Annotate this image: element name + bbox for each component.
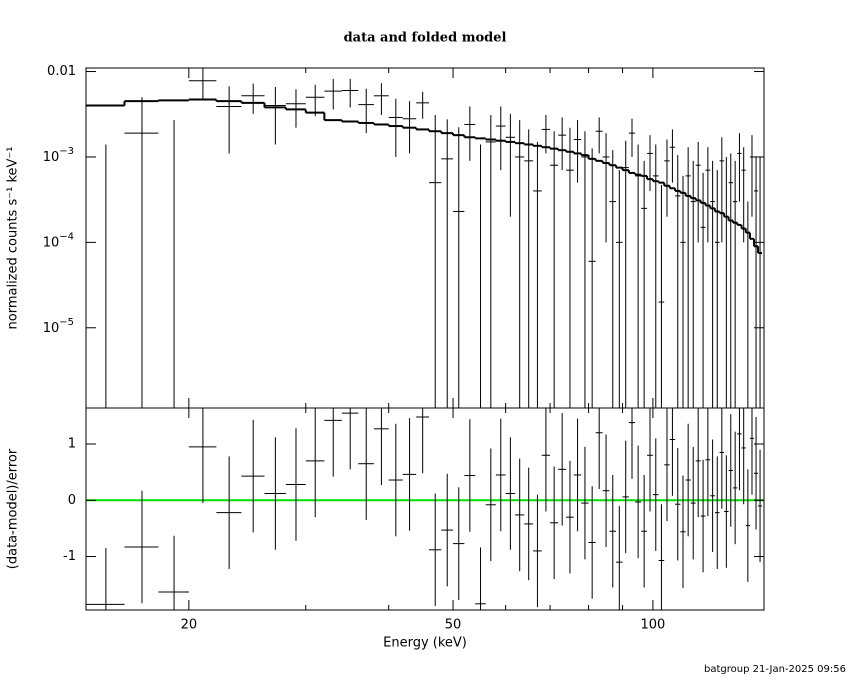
tick-base: 10 <box>43 320 60 335</box>
y-axis-label: (data-model)/error <box>6 448 21 569</box>
tick-base: 10 <box>43 235 60 250</box>
chart-title: data and folded model <box>344 31 507 46</box>
tick-exponent: −3 <box>59 146 74 157</box>
tick-exponent: −5 <box>59 317 74 328</box>
x-tick-label: 50 <box>445 618 462 633</box>
top-plot <box>86 68 763 408</box>
y-axis-label: normalized counts s⁻¹ keV⁻¹ <box>6 147 21 330</box>
x-tick-label: 100 <box>640 618 665 633</box>
y-tick-label: 0.01 <box>47 64 76 79</box>
y-tick-label: 1 <box>68 437 76 452</box>
footer: batgroup 21-Jan-2025 09:56 <box>704 664 846 675</box>
y-tick-label: 10−4 <box>43 231 74 250</box>
tick-exponent: −4 <box>59 231 74 242</box>
x-tick-label: 20 <box>181 618 198 633</box>
y-tick-label: 10−5 <box>43 317 74 336</box>
bottom-plot <box>86 408 764 610</box>
y-tick-label: 0 <box>68 493 76 508</box>
y-tick-label: 10−3 <box>43 146 74 165</box>
y-tick-label: -1 <box>63 549 76 564</box>
plot-frame <box>85 407 765 611</box>
x-axis-label: Energy (keV) <box>383 636 467 651</box>
tick-base: 10 <box>43 149 60 164</box>
plot-frame <box>85 67 765 409</box>
